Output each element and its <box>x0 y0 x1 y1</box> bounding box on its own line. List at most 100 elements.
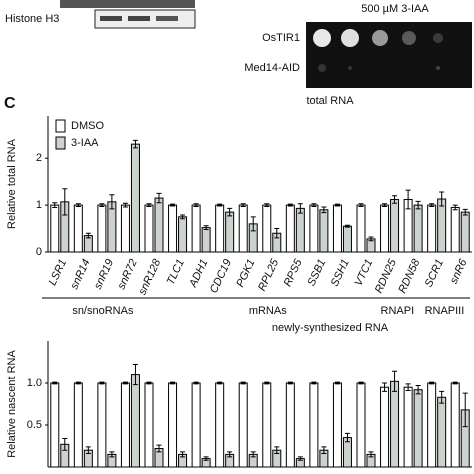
error-bar <box>52 202 58 208</box>
bar <box>130 143 140 253</box>
error-bar <box>382 203 388 208</box>
bar <box>332 382 342 468</box>
group-label: RNAPI <box>381 305 415 317</box>
error-bar <box>392 195 398 204</box>
error-bar <box>217 203 223 207</box>
bar <box>285 382 295 468</box>
bar <box>50 382 60 468</box>
bar <box>238 204 248 253</box>
bar <box>178 216 188 253</box>
plate <box>306 22 472 88</box>
error-bar <box>274 446 280 455</box>
error-bar <box>392 370 398 392</box>
x-tick-label: RDN25 <box>373 257 399 296</box>
bar <box>120 204 130 253</box>
error-bar <box>122 381 128 385</box>
error-bar <box>52 381 58 385</box>
error-bar <box>170 381 176 385</box>
bar <box>168 204 178 253</box>
bar <box>413 204 423 253</box>
x-tick-label: RPL25 <box>256 257 281 293</box>
bar <box>390 198 400 253</box>
bar <box>191 382 201 468</box>
bar <box>450 206 460 253</box>
error-bar <box>344 224 350 228</box>
bar <box>380 204 390 253</box>
spot <box>372 30 388 46</box>
error-bar <box>439 390 445 404</box>
bar <box>215 382 225 468</box>
bar <box>262 382 272 468</box>
error-bar <box>156 444 162 453</box>
error-bar <box>203 456 209 461</box>
error-bar <box>334 203 340 207</box>
error-bar <box>193 203 199 208</box>
error-bar <box>287 381 293 385</box>
y-tick-label: 0.5 <box>27 419 42 431</box>
y-tick-label: 1.0 <box>27 377 42 389</box>
error-bar <box>462 208 468 216</box>
error-bar <box>415 385 421 395</box>
error-bar <box>250 451 256 458</box>
error-bar <box>227 207 233 217</box>
error-bar <box>382 382 388 392</box>
error-bar <box>405 189 411 210</box>
x-tick-label: snR128 <box>136 257 163 297</box>
bar <box>403 386 413 468</box>
error-bar <box>321 446 327 455</box>
error-bar <box>368 451 374 458</box>
bar <box>460 211 470 253</box>
error-bar <box>429 381 435 385</box>
group-label: sn/snoRNAs <box>72 305 134 317</box>
bar <box>295 207 305 253</box>
legend-label: DMSO <box>71 120 104 132</box>
error-bar <box>240 381 246 385</box>
y-tick-label: 1 <box>36 199 42 211</box>
error-bar <box>452 381 458 385</box>
spot <box>348 66 352 70</box>
error-bar <box>321 206 327 214</box>
bar <box>262 204 272 253</box>
bar <box>380 386 390 468</box>
error-bar <box>62 188 68 216</box>
bar <box>154 197 164 253</box>
bar <box>144 204 154 253</box>
bar <box>319 209 329 253</box>
bar <box>427 204 437 253</box>
error-bar <box>156 192 162 204</box>
x-tick-label: snR19 <box>92 257 116 291</box>
bar <box>130 374 140 468</box>
error-bar <box>146 203 152 208</box>
error-bar <box>193 381 199 385</box>
x-tick-label: CDC19 <box>208 257 234 295</box>
bar <box>356 204 366 253</box>
error-bar <box>462 392 468 428</box>
bar <box>97 382 107 468</box>
panel-label: C <box>4 95 16 112</box>
bar <box>191 204 201 253</box>
bar <box>342 225 352 253</box>
bar <box>215 204 225 253</box>
error-bar <box>170 203 176 207</box>
error-bar <box>203 225 209 230</box>
error-bar <box>452 204 458 211</box>
error-bar <box>132 139 138 149</box>
error-bar <box>240 203 246 208</box>
legend-swatch <box>55 136 66 150</box>
y-axis-label: Relative total RNA <box>6 138 18 229</box>
x-tick-label: SSH1 <box>329 257 352 288</box>
spot <box>318 64 326 72</box>
group-label: RNAPIII <box>425 305 465 317</box>
legend-label: 3-IAA <box>71 137 99 149</box>
spot <box>433 33 443 43</box>
y-axis-label: Relative nascent RNA <box>6 350 18 458</box>
bar <box>356 382 366 468</box>
error-bar <box>274 228 280 239</box>
x-tick-label: SCR1 <box>423 257 446 289</box>
bar <box>437 396 447 468</box>
x-tick-label: ADH1 <box>187 257 211 290</box>
error-bar <box>415 200 421 210</box>
blot-band <box>60 0 195 8</box>
x-tick-label: RDN58 <box>396 257 422 296</box>
error-bar <box>217 381 223 385</box>
